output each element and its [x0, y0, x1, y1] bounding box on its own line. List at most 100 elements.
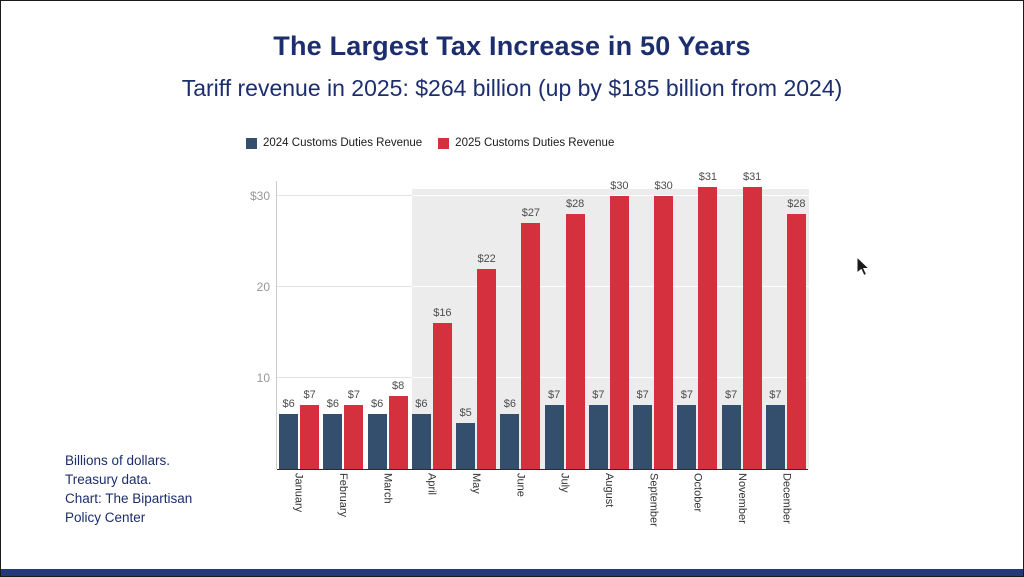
month-label: October	[691, 473, 704, 513]
bar-value-label: $16	[433, 307, 452, 319]
bar-2024-october: $7	[677, 389, 697, 469]
bar-2025-january: $7	[300, 389, 320, 469]
month-label: May	[469, 473, 482, 494]
bar-group-december: $7 $28	[764, 181, 808, 469]
legend-label-2024: 2024 Customs Duties Revenue	[263, 137, 423, 149]
month-label: September	[647, 473, 660, 527]
bar-2024-september: $7	[633, 389, 653, 469]
bar-value-label: $6	[503, 398, 516, 410]
month-cell-march: March	[365, 473, 409, 541]
bar-value-label: $7	[303, 389, 316, 401]
bar-2024-april: $6	[411, 398, 431, 469]
y-tick-label: 20	[256, 280, 270, 294]
bar-2025-december: $28	[786, 198, 806, 469]
month-labels: January February March April May June July Augu…	[276, 473, 808, 541]
month-cell-june: June	[498, 473, 542, 541]
bar-2024-january: $6	[279, 398, 299, 469]
bar-value-label: $7	[769, 389, 782, 401]
bar-2025-july: $28	[565, 198, 585, 469]
bar-2025-may: $22	[477, 253, 497, 469]
legend-label-2025: 2025 Customs Duties Revenue	[455, 137, 615, 149]
bar-2024-december: $7	[765, 389, 785, 469]
source-note: Billions of dollars. Treasury data. Char…	[65, 451, 192, 527]
month-cell-july: July	[542, 473, 586, 541]
bar-group-april: $6 $16	[410, 181, 454, 469]
bar-2024-july: $7	[544, 389, 564, 469]
month-label: June	[514, 473, 527, 497]
bar-value-label: $7	[592, 389, 605, 401]
legend-item-2025: 2025 Customs Duties Revenue	[438, 137, 614, 149]
page-subtitle: Tariff revenue in 2025: $264 billion (up…	[181, 75, 843, 101]
y-axis: $30 20 10	[236, 181, 276, 469]
gridline	[277, 377, 412, 378]
gridline	[277, 286, 412, 287]
bar-value-label: $6	[326, 398, 339, 410]
bar-value-label: $28	[565, 198, 585, 210]
month-cell-december: December	[764, 473, 808, 541]
month-cell-august: August	[586, 473, 630, 541]
month-cell-january: January	[276, 473, 320, 541]
month-cell-april: April	[409, 473, 453, 541]
y-tick-label: 10	[256, 371, 270, 385]
legend-item-2024: 2024 Customs Duties Revenue	[246, 137, 422, 149]
y-tick-label: $30	[249, 189, 270, 203]
bar-group-september: $7 $30	[631, 180, 675, 469]
bar-value-label: $22	[477, 253, 496, 265]
bar-2024-february: $6	[323, 398, 343, 469]
bar-value-label: $30	[654, 180, 673, 192]
bar-value-label: $5	[459, 407, 472, 419]
bar-value-label: $7	[680, 389, 693, 401]
bar-value-label: $7	[548, 389, 561, 401]
note-line-3: Chart: The Bipartisan	[65, 491, 193, 506]
note-line-4: Policy Center	[65, 510, 146, 525]
bar-2025-march: $8	[388, 380, 408, 469]
bar-chart: $30 20 10 $6 $7 $6 $7 $6 $8 $6 $16 $5 $22 $6 $27 $7 $28…	[236, 171, 811, 541]
bar-2025-october: $31	[698, 171, 718, 469]
month-label: July	[558, 473, 571, 493]
month-cell-february: February	[320, 473, 364, 541]
bar-2024-november: $7	[721, 389, 741, 469]
month-label: August	[602, 473, 615, 508]
bar-group-november: $7 $31	[720, 171, 764, 469]
bar-value-label: $7	[636, 389, 649, 401]
bar-2025-november: $31	[742, 171, 762, 469]
gridline	[412, 195, 809, 196]
plot-area: $6 $7 $6 $7 $6 $8 $6 $16 $5 $22 $6 $27 $7 $28 $7 $30 $7 $…	[276, 171, 809, 470]
month-label: March	[381, 473, 394, 504]
bar-group-june: $6 $27	[498, 181, 542, 469]
bar-group-october: $7 $31	[675, 171, 719, 469]
bar-group-january: $6 $7	[277, 181, 321, 469]
bar-2025-april: $16	[432, 307, 452, 469]
mouse-cursor	[856, 256, 870, 277]
page-title: The Largest Tax Increase in 50 Years	[273, 31, 751, 61]
bar-value-label: $30	[610, 180, 629, 192]
bar-value-label: $8	[392, 380, 405, 392]
bar-value-label: $28	[787, 198, 806, 210]
bars-row: $6 $7 $6 $7 $6 $8 $6 $16 $5 $22 $6 $27 $7 $28 $7 $30 $7 $…	[277, 171, 808, 469]
bar-value-label: $31	[698, 171, 718, 183]
bar-value-label: $27	[521, 207, 541, 219]
bar-value-label: $6	[415, 398, 428, 410]
bar-value-label: $6	[282, 398, 295, 410]
bar-group-february: $6 $7	[321, 181, 365, 469]
legend-swatch-2025	[438, 137, 450, 149]
legend-swatch-2024	[246, 137, 257, 149]
note-line-1: Billions of dollars.	[65, 453, 171, 468]
month-label: November	[735, 473, 748, 524]
bar-value-label: $31	[742, 171, 762, 183]
bar-value-label: $6	[371, 398, 384, 410]
bar-2025-september: $30	[654, 180, 674, 469]
bar-value-label: $7	[725, 389, 738, 401]
bar-value-label: $7	[347, 389, 360, 401]
month-cell-may: May	[453, 473, 497, 541]
month-label: December	[780, 473, 793, 524]
month-label: January	[292, 473, 305, 513]
bar-2024-june: $6	[500, 398, 520, 469]
month-cell-september: September	[631, 473, 675, 541]
bar-group-august: $7 $30	[587, 180, 631, 469]
bar-2025-june: $27	[521, 207, 541, 469]
bar-group-march: $6 $8	[366, 181, 410, 469]
gridline	[277, 195, 412, 196]
bar-group-may: $5 $22	[454, 181, 498, 469]
